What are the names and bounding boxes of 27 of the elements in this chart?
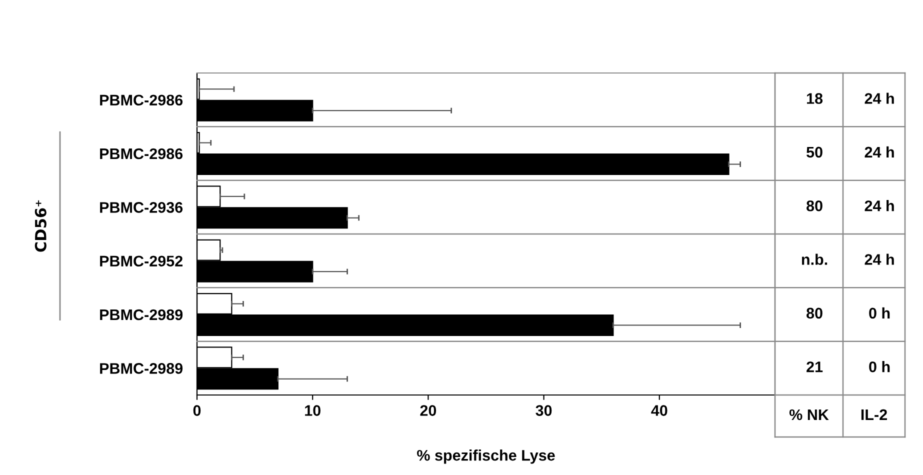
x-tick-label: 0 [193,405,201,416]
y-tick-label: PBMC-2989 [100,309,183,320]
text: 80 [806,200,822,212]
text: % NK [789,409,829,420]
x-tick-label: 20 [420,405,436,416]
text: CD56⁺ [34,200,46,252]
y-tick-label: PBMC-2986 [100,148,183,160]
y-tick-label: PBMC-2952 [100,256,183,267]
y-tick-label: PBMC-2989 [100,363,183,374]
text: 24 h [864,92,894,104]
x-axis-title: % spezifische Lyse [417,450,555,464]
x-tick-label: 10 [305,405,320,416]
text: n.b. [802,254,828,265]
text: 21 [806,361,823,372]
text: 50 [806,146,822,158]
y-tick-label: PBMC-2986 [100,94,183,106]
text: 0 h [869,307,890,319]
x-tick-label: 40 [651,405,668,416]
text: 80 [806,308,822,319]
text: IL-2 [861,409,887,420]
text: 0 h [869,361,890,372]
text: 24 h [864,146,894,158]
text: 18 [807,93,823,104]
y-tick-label: PBMC-2936 [100,202,183,213]
text: 24 h [864,200,894,212]
text: 24 h [864,254,894,265]
x-tick-label: 30 [536,405,552,416]
